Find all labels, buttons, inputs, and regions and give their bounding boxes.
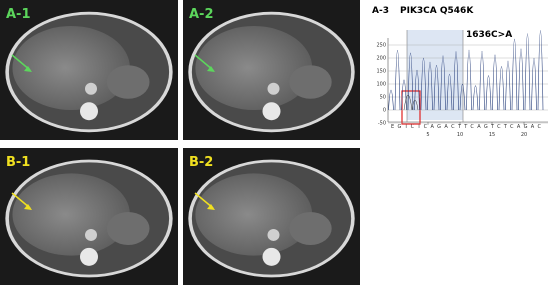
x-tick-label: 10: [457, 132, 463, 138]
gene-label: PIK3CA Q546K: [400, 6, 474, 16]
ct-panel: B-2: [183, 148, 360, 285]
vertebra: [80, 102, 98, 121]
stomach: [289, 212, 332, 245]
aorta: [85, 82, 97, 95]
stomach: [106, 65, 150, 99]
y-tick-label: 250: [376, 43, 386, 49]
arrow-head: [24, 204, 32, 210]
mutation-label: 1636C>A: [466, 30, 512, 40]
mutation-box: [401, 90, 421, 125]
x-tick-label: 15: [489, 132, 495, 138]
ct-panel: A-1: [0, 0, 178, 140]
chromatogram: A-3 PIK3CA Q546K 1636C>A EGTCTCAGACTTCAG…: [372, 6, 548, 138]
ct-panel: B-1: [0, 148, 178, 285]
vertebra: [262, 102, 281, 121]
panel-label: A-1: [6, 7, 31, 22]
arrow-head: [207, 66, 215, 72]
arrow-head: [24, 66, 32, 72]
aorta: [267, 82, 280, 95]
liver: [12, 26, 130, 110]
panel-label: B-2: [189, 155, 213, 170]
panel-label: A-3: [372, 6, 389, 16]
liver: [195, 173, 313, 256]
stomach: [106, 212, 150, 245]
stomach: [289, 65, 332, 99]
ct-images: A-1 A-2 B-1 B-2: [0, 0, 360, 285]
trace-secondary: [403, 94, 419, 111]
ct-panel: A-2: [183, 0, 360, 140]
aorta: [267, 228, 280, 241]
vertebra: [262, 247, 281, 266]
arrow-head: [207, 204, 215, 210]
y-tick-label: 0: [383, 108, 386, 114]
y-tick-label: 200: [376, 56, 386, 62]
y-tick-label: 50: [380, 95, 386, 101]
panel-label: A-2: [189, 7, 214, 22]
y-tick-label: -50: [378, 121, 386, 127]
sequence: EGTCTCAGACTTCAGTCTCAGAC: [391, 124, 542, 130]
liver: [12, 173, 130, 256]
y-tick-label: 100: [376, 82, 386, 88]
x-tick-label: 5: [426, 132, 429, 138]
x-tick-label: 20: [521, 132, 527, 138]
panel-label: B-1: [6, 155, 30, 170]
vertebra: [80, 247, 98, 266]
aorta: [85, 228, 97, 241]
liver: [195, 26, 313, 110]
y-tick-label: 150: [376, 69, 386, 75]
